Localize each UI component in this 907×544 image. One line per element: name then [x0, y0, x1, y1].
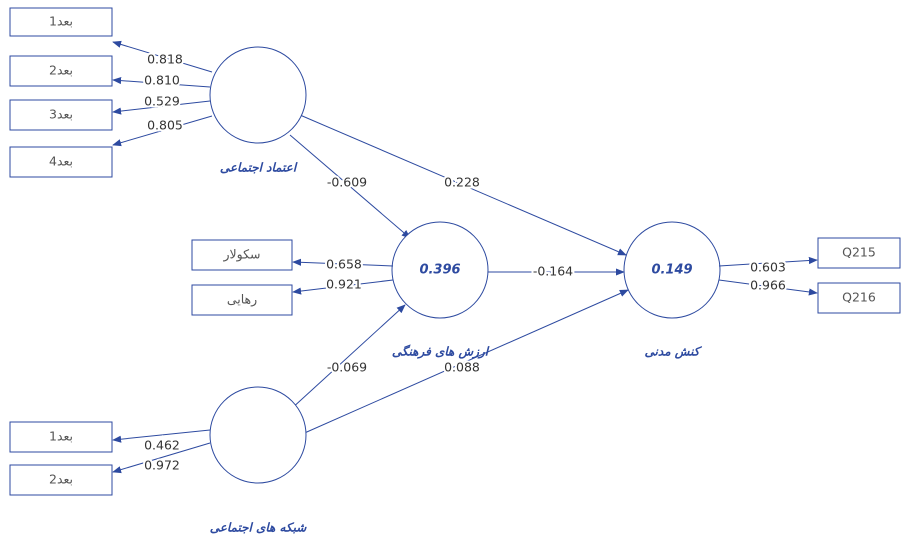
loading-value: 0.658: [326, 257, 362, 272]
indicator-label: Q215: [842, 245, 876, 260]
construct: [210, 47, 306, 143]
loading-value: 0.462: [144, 438, 180, 453]
path-diagram: 0.228 -0.609 -0.164 -0.069 0.088 اعتماد اجتما…: [0, 0, 907, 540]
r-squared: 0.396: [419, 263, 460, 278]
path-coefficient: 0.228: [444, 175, 480, 190]
indicator-label: Q216: [842, 290, 876, 305]
loading-value: 0.529: [144, 94, 180, 109]
loading-value: 0.603: [750, 260, 786, 275]
indicator-label: بعد2: [49, 472, 73, 487]
loading-value: 0.966: [750, 278, 786, 293]
loading-value: 0.818: [147, 52, 183, 67]
path-coefficient: -0.609: [327, 175, 367, 190]
indicator-label: رهایی: [227, 292, 257, 308]
indicator-label: بعد3: [49, 107, 73, 122]
path-coefficient: -0.069: [327, 360, 367, 375]
indicator-label: بعد1: [49, 14, 73, 29]
loading-value: 0.972: [144, 458, 180, 473]
loading-value: 0.921: [326, 277, 362, 292]
construct-label: اعتماد اجتماعی: [220, 161, 298, 175]
indicator-label: سکولار: [223, 247, 261, 263]
construct-label: کنش مدنی: [645, 345, 703, 360]
r-squared: 0.149: [651, 263, 692, 278]
indicator-label: بعد1: [49, 429, 73, 444]
path-coefficient: 0.088: [444, 360, 480, 375]
path-coefficient: -0.164: [533, 264, 573, 279]
indicator-label: بعد4: [49, 154, 73, 169]
loading-value: 0.805: [147, 118, 183, 133]
construct-label: شبکه های اجتماعی: [210, 521, 308, 535]
construct: [210, 387, 306, 483]
path-arrow: [290, 305, 405, 410]
construct-label: ارزش های فرهنگی: [392, 344, 490, 360]
loading-value: 0.810: [144, 73, 180, 88]
indicator-label: بعد2: [49, 63, 73, 78]
